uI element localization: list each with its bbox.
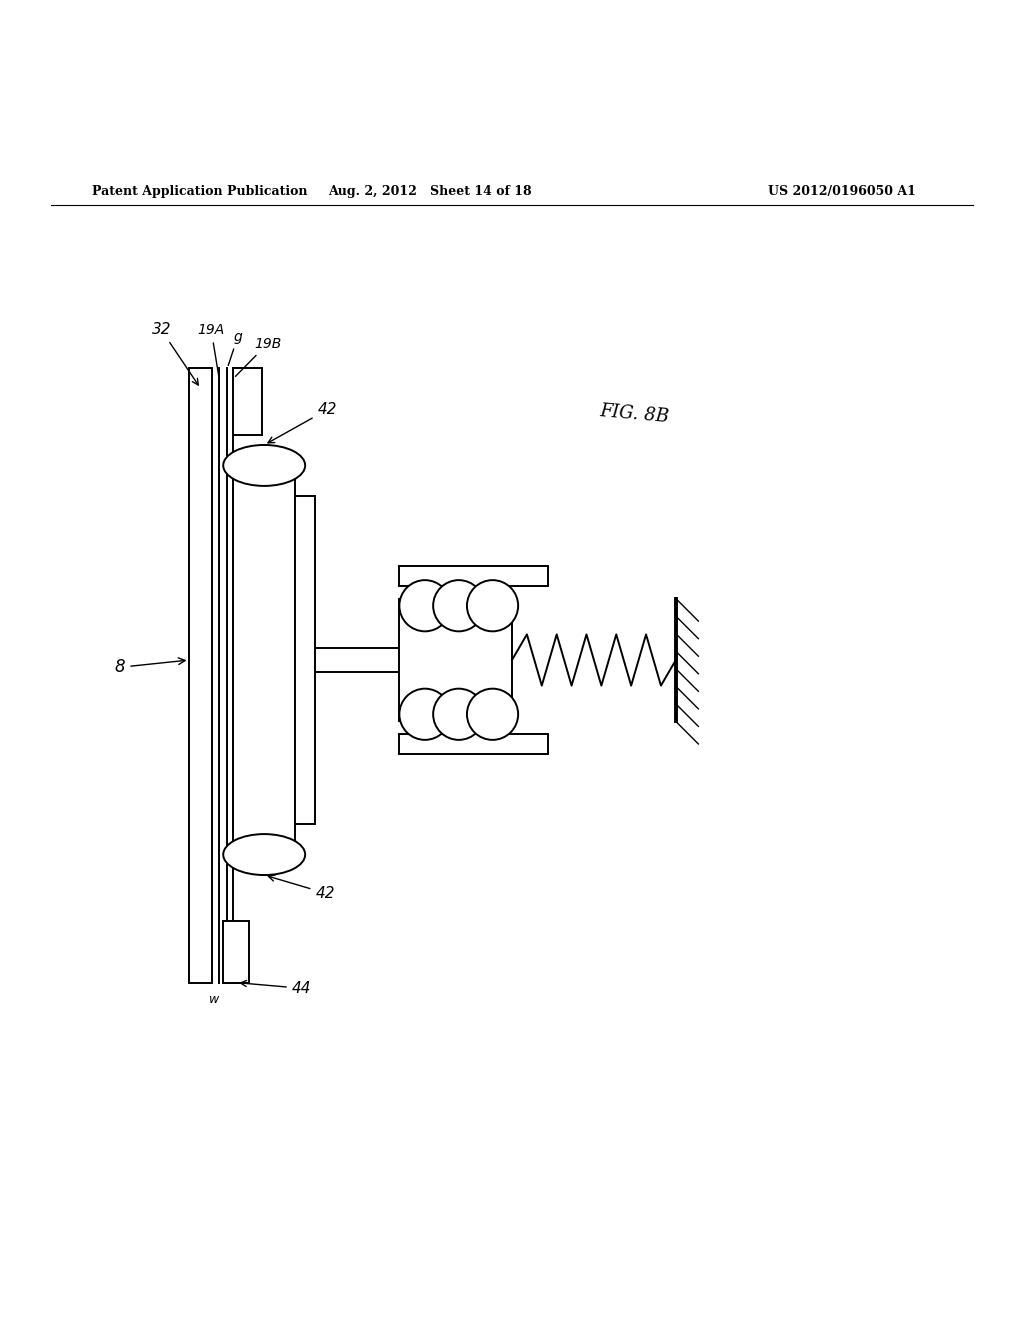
Text: g: g [228,330,243,366]
Circle shape [433,579,484,631]
Circle shape [467,689,518,741]
Text: US 2012/0196050 A1: US 2012/0196050 A1 [768,185,915,198]
Text: w: w [209,993,219,1006]
Text: 42: 42 [268,403,337,442]
Text: Aug. 2, 2012   Sheet 14 of 18: Aug. 2, 2012 Sheet 14 of 18 [329,185,531,198]
Bar [233,466,295,854]
Ellipse shape [223,445,305,486]
Text: 42: 42 [268,875,335,900]
Text: 8: 8 [115,657,185,676]
Bar [399,566,548,586]
Text: 19B: 19B [236,337,282,376]
Text: 32: 32 [152,322,199,385]
Circle shape [399,689,451,741]
Bar [223,921,249,982]
Circle shape [433,689,484,741]
Bar [295,496,315,824]
Circle shape [399,579,451,631]
Text: FIG. 8B: FIG. 8B [599,403,671,426]
Bar [399,598,512,722]
Bar [189,368,212,982]
Text: 44: 44 [241,981,311,995]
Text: Patent Application Publication: Patent Application Publication [92,185,307,198]
Text: 19A: 19A [198,323,225,376]
Bar [399,734,548,754]
Ellipse shape [223,834,305,875]
Circle shape [467,579,518,631]
